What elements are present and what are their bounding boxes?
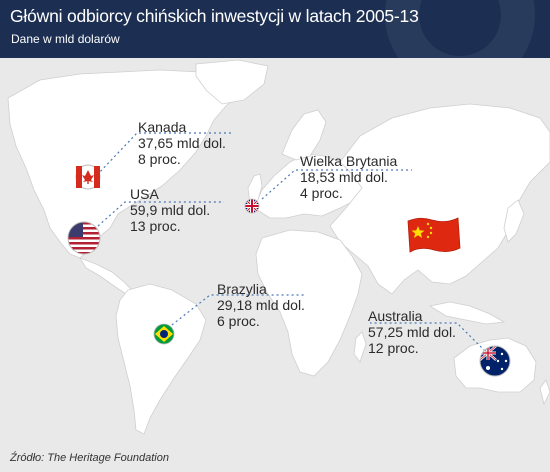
label-brazylia: Brazylia 29,18 mld dol. 6 proc. <box>217 281 305 329</box>
australia-flag <box>479 345 511 377</box>
header: Główni odbiorcy chińskich inwestycji w l… <box>0 0 550 58</box>
leader-line-kanada <box>96 132 232 176</box>
asia <box>329 103 550 295</box>
north-america <box>7 69 241 259</box>
country-share: 6 proc. <box>217 313 260 329</box>
leader-line-wielka-brytania <box>261 169 412 200</box>
country-name: Brazylia <box>217 281 267 297</box>
country-share: 4 proc. <box>300 185 343 201</box>
country-name: Australia <box>368 308 423 324</box>
country-share: 13 proc. <box>130 218 181 234</box>
greenland <box>195 59 269 105</box>
source-note: Źródło: The Heritage Foundation <box>10 452 169 464</box>
new-zealand <box>539 379 550 406</box>
japan <box>503 199 525 243</box>
page-subtitle: Dane w mld dolarów <box>11 32 120 46</box>
country-amount: 59,9 mld dol. <box>130 202 211 218</box>
country-share: 12 proc. <box>368 340 419 356</box>
china-flag <box>407 217 461 253</box>
scandinavia <box>281 109 327 161</box>
country-amount: 37,65 mld dol. <box>138 135 226 151</box>
madagascar <box>353 331 367 363</box>
leader-line-usa <box>97 201 224 227</box>
label-australia: Australia 57,25 mld dol. 12 proc. <box>368 308 456 356</box>
world-map <box>0 58 550 472</box>
country-name: Wielka Brytania <box>300 153 398 169</box>
country-share: 8 proc. <box>138 151 181 167</box>
label-usa: USA 59,9 mld dol. 13 proc. <box>130 186 210 234</box>
brazil-flag <box>153 323 175 345</box>
country-amount: 57,25 mld dol. <box>368 324 456 340</box>
south-america <box>115 283 207 435</box>
label-wielka-brytania: Wielka Brytania 18,53 mld dol. 4 proc. <box>300 153 397 201</box>
continents <box>7 59 550 435</box>
country-amount: 29,18 mld dol. <box>217 297 305 313</box>
canada-flag <box>75 164 101 190</box>
page-title: Główni odbiorcy chińskich inwestycji w l… <box>10 6 419 26</box>
indonesia <box>428 301 506 325</box>
usa-flag <box>67 221 101 255</box>
country-name: Kanada <box>138 119 187 135</box>
country-amount: 18,53 mld dol. <box>300 169 388 185</box>
africa <box>255 229 363 377</box>
label-kanada: Kanada 37,65 mld dol. 8 proc. <box>138 119 226 167</box>
country-name: USA <box>130 186 159 202</box>
